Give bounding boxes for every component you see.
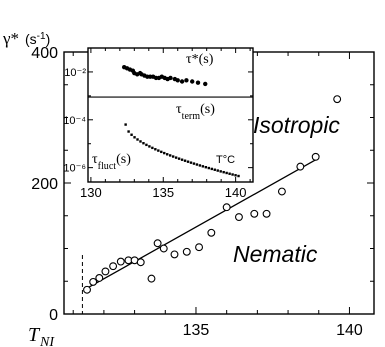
inset-points [88, 64, 253, 178]
tau-fluct-point [201, 165, 205, 168]
tau-fluct-point [177, 157, 181, 160]
tau-fluct-point [186, 160, 190, 163]
inset-label-temp-unit: T°C [216, 154, 235, 166]
tau-fluct-point [195, 163, 199, 166]
svg-text:NI: NI [39, 335, 55, 347]
tau-fluct-point [192, 162, 196, 165]
tau-star-point [203, 81, 208, 87]
main-points [81, 95, 342, 314]
data-point-open-circle [95, 274, 104, 282]
tau-fluct-point [204, 166, 208, 169]
main-y-tick-label: 200 [31, 176, 58, 193]
data-point-open-circle [235, 213, 243, 222]
inset-label-tau-star: τ*(s) [186, 52, 214, 67]
y-axis-label-symbol: γ* [2, 29, 19, 48]
tau-fluct-point [166, 153, 169, 156]
tau-star-point [175, 78, 180, 83]
tau-star-point [168, 75, 173, 81]
tau-star-point [184, 78, 189, 83]
tau-fluct-point [151, 146, 154, 150]
inset-y-tick-label: 10⁻⁶ [63, 163, 86, 175]
data-point-open-circle [89, 277, 98, 286]
inset-ticks [88, 47, 253, 182]
tau-star-point [190, 79, 195, 84]
tau-fluct-point [213, 168, 216, 171]
data-point-open-circle [250, 209, 259, 218]
fit-line [85, 157, 320, 290]
tau-fluct-point [142, 142, 145, 145]
tau-fluct-point [234, 174, 237, 177]
data-point-open-circle [311, 152, 320, 161]
main-y-tick-label: 400 [31, 45, 58, 62]
tau-fluct-point [145, 143, 148, 147]
tau-fluct-point [124, 123, 127, 126]
tau-star-point [179, 79, 185, 84]
tau-fluct-point [183, 159, 187, 162]
tau-fluct-point [222, 170, 225, 174]
data-point-open-circle [153, 239, 162, 248]
inset-label-tau-term: τterm(s) [176, 102, 215, 122]
main-x-tick-label: 135 [183, 322, 210, 339]
inset-x-tick-label: 130 [80, 185, 102, 200]
tau-fluct-point [133, 136, 136, 139]
data-point-open-circle [195, 243, 203, 252]
inset-x-tick-label: 135 [152, 185, 174, 200]
data-point-open-circle [83, 285, 91, 294]
tau-fluct-point [174, 156, 178, 159]
data-point-open-circle [116, 257, 125, 266]
data-point-open-circle [182, 247, 191, 256]
tau-fluct-point [127, 130, 130, 133]
tau-fluct-point [216, 169, 219, 172]
tau-fluct-point [198, 164, 202, 167]
tau-fluct-point [136, 138, 139, 141]
main-x-tick-label: 140 [336, 322, 363, 339]
tni-label: T NI [28, 324, 55, 347]
data-point-open-circle [170, 250, 179, 259]
data-point-open-circle [222, 203, 231, 212]
tau-fluct-point [139, 140, 142, 143]
tau-fluct-point [157, 149, 160, 152]
inset-y-tick-label: 10⁻² [64, 67, 86, 79]
data-point-open-circle [136, 258, 145, 267]
inset-frame [87, 47, 254, 183]
data-point-open-circle [277, 187, 286, 196]
tau-fluct-point [160, 150, 163, 154]
data-point-open-circle [147, 274, 156, 283]
tau-fluct-point [154, 148, 157, 151]
tau-fluct-point [189, 161, 193, 164]
inset-y-tick-label: 10⁻⁴ [63, 115, 86, 127]
inset-x-tick-label: 140 [225, 185, 247, 200]
data-point-open-circle [207, 228, 216, 237]
tau-fluct-point [163, 151, 166, 155]
region-label-nematic: Nematic [233, 241, 318, 267]
inset-label-tau-fluct: τfluct(s) [92, 152, 131, 172]
tau-fluct-point [207, 166, 211, 170]
tau-fluct-point [228, 172, 231, 175]
main-labels: 0 200 400 135 140 [31, 45, 363, 339]
tau-fluct-point [237, 174, 240, 178]
tau-fluct-point [210, 167, 213, 171]
svg-text:T: T [28, 324, 41, 346]
tau-fluct-point [219, 170, 222, 173]
tau-fluct-point [231, 173, 234, 176]
tau-fluct-point [168, 154, 172, 157]
data-point-open-circle [262, 209, 271, 218]
data-point-open-circle [109, 262, 118, 271]
region-label-isotropic: Isotropic [253, 112, 340, 138]
data-point-open-circle [333, 95, 342, 104]
inset-labels: 130 135 140 10⁻² 10⁻⁴ 10⁻⁶ τ*(s) τterm(s) τfluct… [63, 52, 246, 200]
data-point-open-circle [296, 162, 305, 171]
main-y-tick-label: 0 [49, 307, 58, 324]
tau-fluct-point [225, 171, 228, 175]
tau-fluct-point [171, 155, 175, 158]
data-point-open-circle [101, 267, 110, 276]
tau-fluct-point [148, 145, 151, 148]
tau-star-point [195, 80, 201, 85]
tau-fluct-point [180, 158, 184, 161]
tau-fluct-point [130, 133, 133, 136]
data-point-open-circle [159, 244, 168, 253]
